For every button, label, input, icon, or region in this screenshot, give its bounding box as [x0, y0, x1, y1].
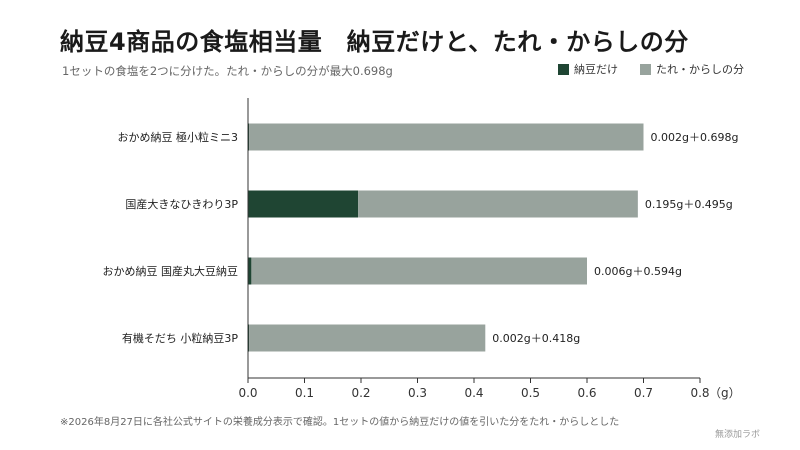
bar-natto-1	[248, 190, 359, 218]
legend: 納豆だけ たれ・からしの分	[558, 61, 744, 77]
bar-sauce-2	[251, 257, 587, 285]
bar-natto-0	[248, 123, 250, 151]
bar-natto-2	[248, 257, 252, 285]
bar-sauce-1	[358, 190, 638, 218]
data-label-1: 0.195g＋0.495g	[645, 198, 733, 211]
x-tick-label-3: 0.3	[408, 386, 427, 400]
data-label-2: 0.006g＋0.594g	[594, 265, 682, 278]
category-label-2: おかめ納豆 国産丸大豆納豆	[103, 264, 239, 278]
data-label-0: 0.002g＋0.698g	[651, 131, 739, 144]
bar-sauce-0	[249, 123, 644, 151]
legend-item-natto: 納豆だけ	[558, 61, 618, 77]
chart-title: 納豆4商品の食塩相当量 納豆だけと、たれ・からしの分	[60, 28, 689, 56]
credit-label: 無添加ラボ	[714, 430, 760, 440]
bar-natto-3	[248, 324, 250, 352]
legend-item-sauce: たれ・からしの分	[640, 61, 744, 77]
x-tick-label-1: 0.1	[295, 386, 314, 400]
legend-swatch-sauce	[640, 63, 651, 75]
legend-swatch-natto	[558, 63, 569, 75]
x-tick-label-8: 0.8	[690, 386, 709, 400]
x-tick-label-7: 0.7	[634, 386, 653, 400]
x-tick-label-2: 0.2	[351, 386, 370, 400]
x-tick-label-6: 0.6	[577, 386, 596, 400]
chart-subtitle: 1セットの食塩を2つに分けた。たれ・からしの分が最大0.698g	[62, 64, 393, 78]
data-label-3: 0.002g＋0.418g	[492, 332, 580, 345]
x-tick-label-0: 0.0	[238, 386, 257, 400]
category-label-1: 国産大きなひきわり3P	[125, 197, 238, 211]
category-label-0: おかめ納豆 極小粒ミニ3	[118, 130, 239, 144]
legend-label-sauce: たれ・からしの分	[656, 63, 744, 76]
x-tick-label-5: 0.5	[521, 386, 540, 400]
category-label-3: 有機そだち 小粒納豆3P	[122, 331, 238, 345]
x-axis-unit: （g）	[709, 386, 741, 400]
x-tick-label-4: 0.4	[464, 386, 483, 400]
legend-label-natto: 納豆だけ	[574, 63, 618, 76]
footnote: ※2026年8月27日に各社公式サイトの栄養成分表示で確認。1セットの値から納豆…	[60, 417, 620, 428]
bar-sauce-3	[249, 324, 486, 352]
